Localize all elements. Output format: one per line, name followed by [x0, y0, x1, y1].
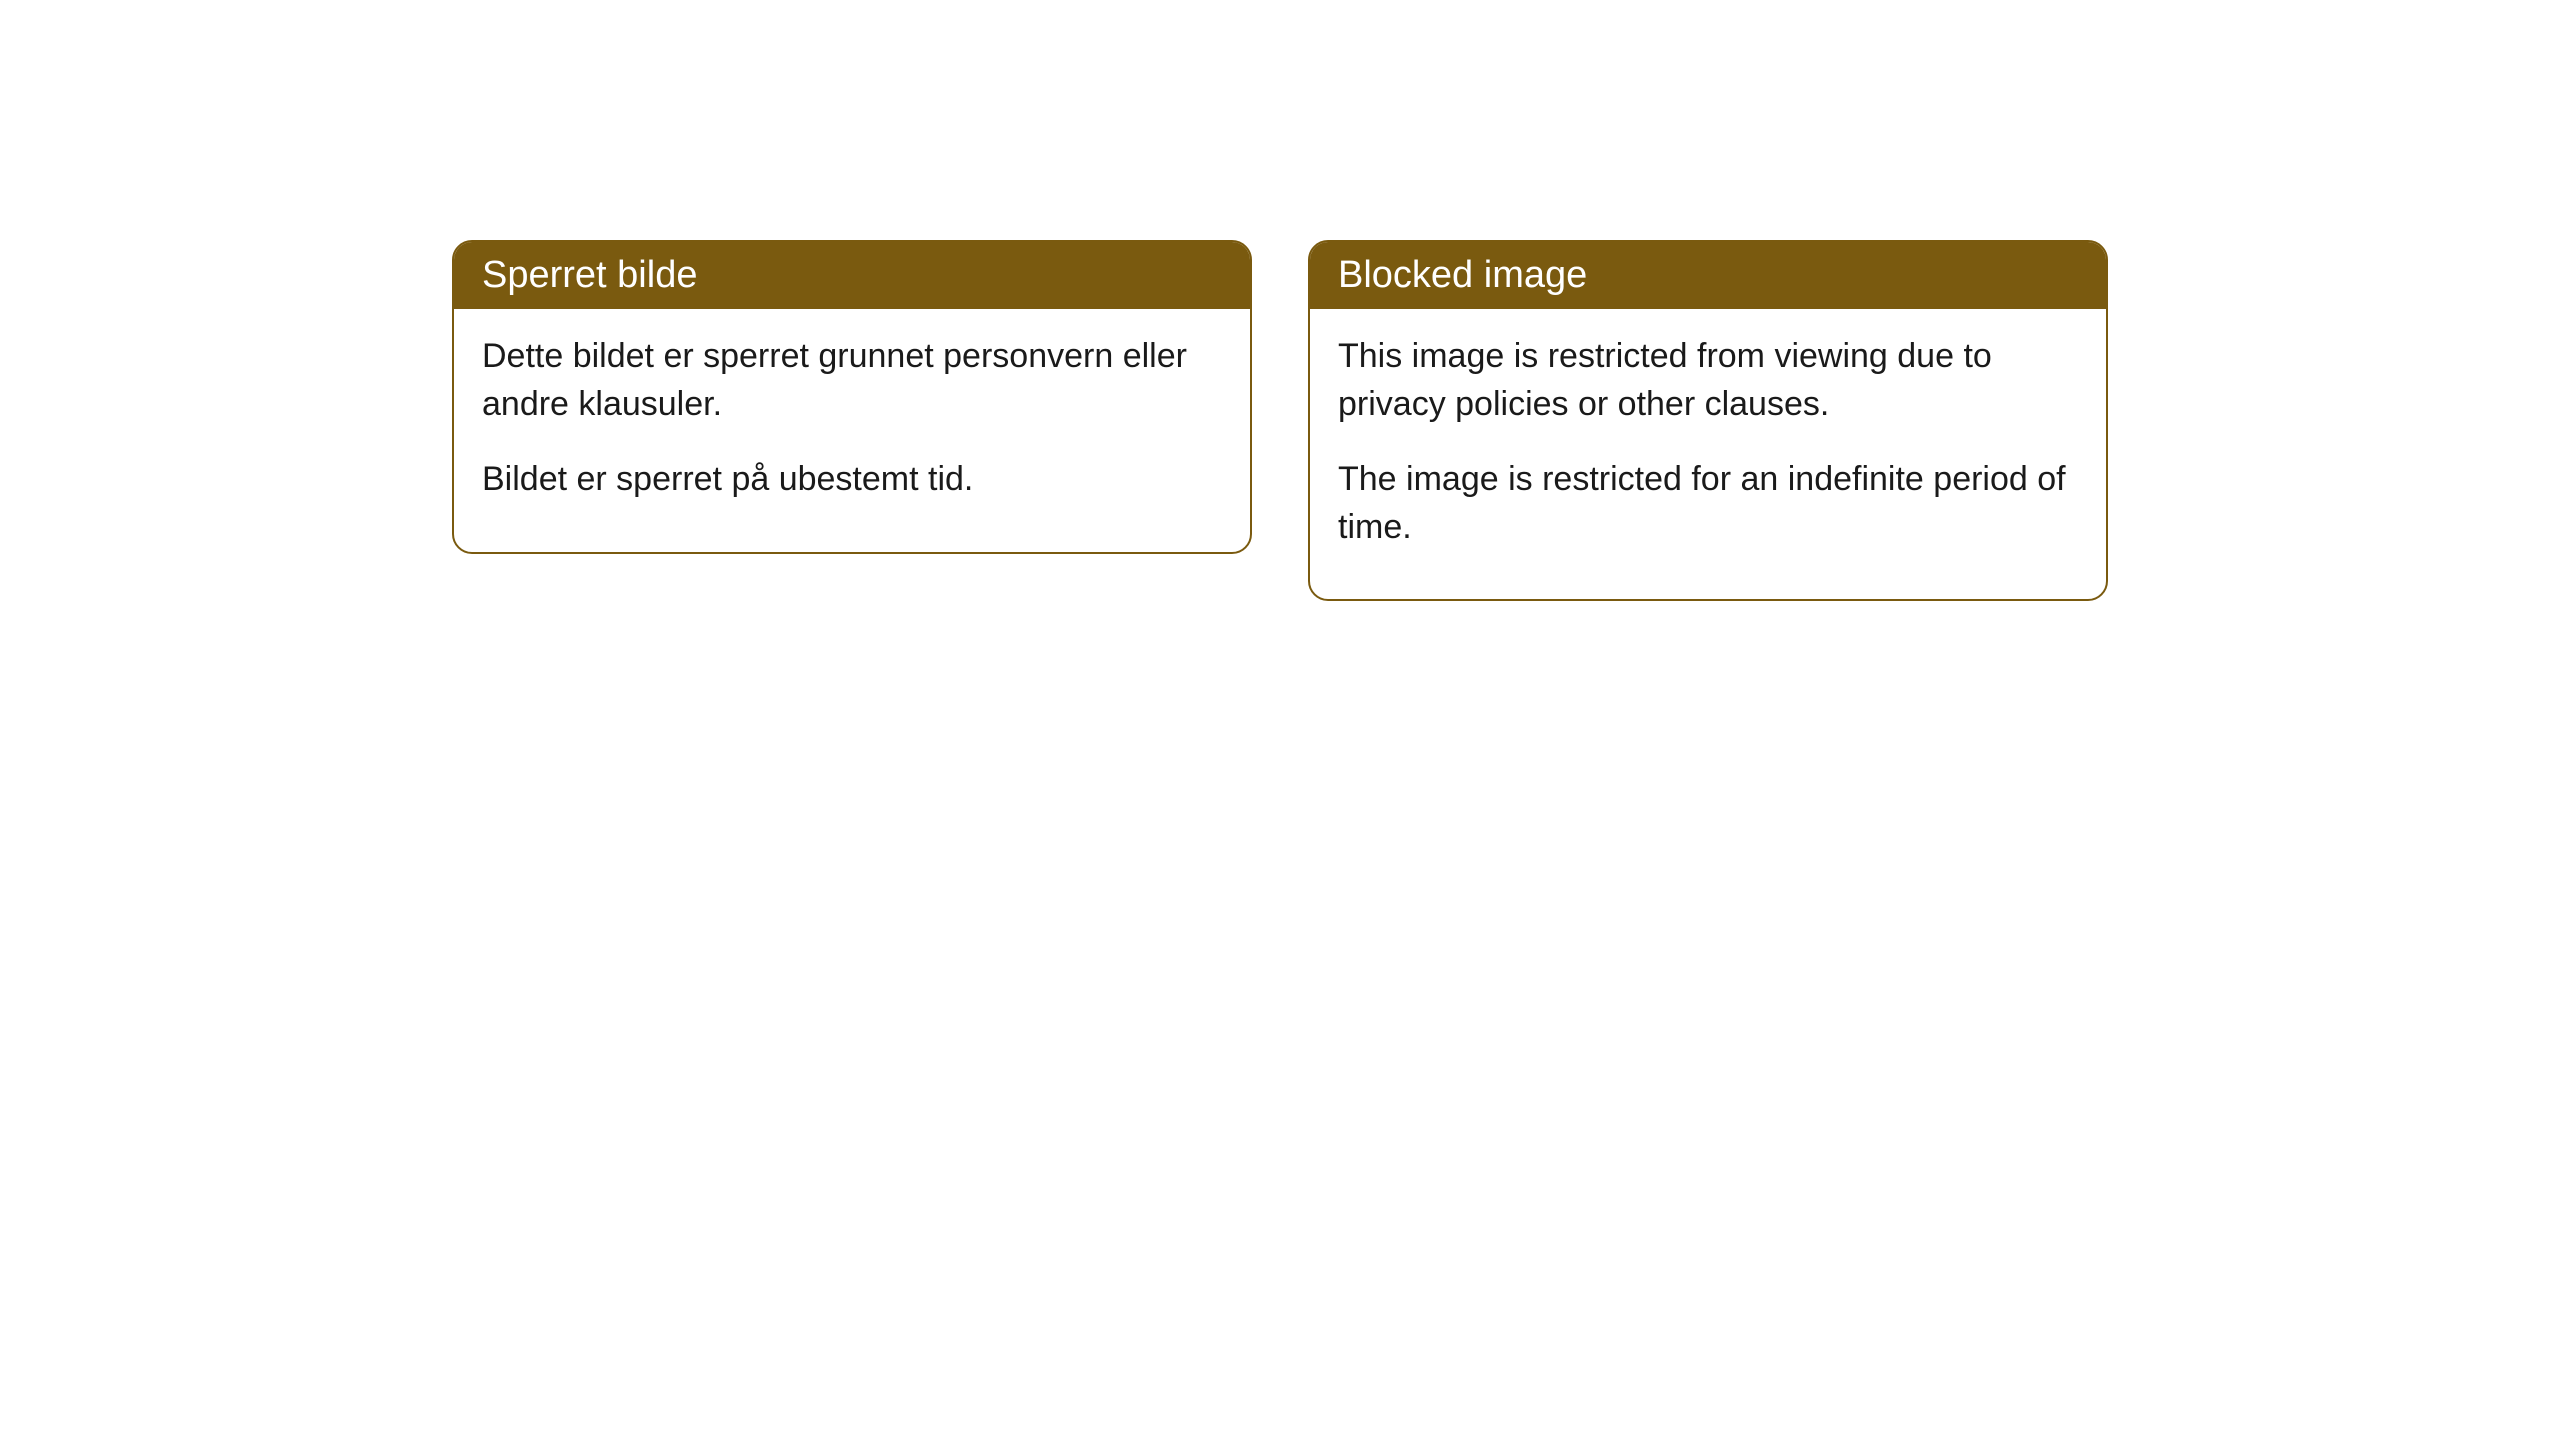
- card-title: Blocked image: [1338, 254, 1587, 296]
- card-header: Sperret bilde: [454, 242, 1250, 309]
- card-body: This image is restricted from viewing du…: [1310, 309, 2106, 599]
- card-paragraph: Dette bildet er sperret grunnet personve…: [482, 333, 1222, 428]
- cards-container: Sperret bilde Dette bildet er sperret gr…: [452, 240, 2108, 1440]
- blocked-image-card-english: Blocked image This image is restricted f…: [1308, 240, 2108, 601]
- card-title: Sperret bilde: [482, 254, 697, 296]
- card-paragraph: Bildet er sperret på ubestemt tid.: [482, 456, 1222, 504]
- card-body: Dette bildet er sperret grunnet personve…: [454, 309, 1250, 552]
- blocked-image-card-norwegian: Sperret bilde Dette bildet er sperret gr…: [452, 240, 1252, 554]
- card-paragraph: The image is restricted for an indefinit…: [1338, 456, 2078, 551]
- card-header: Blocked image: [1310, 242, 2106, 309]
- card-paragraph: This image is restricted from viewing du…: [1338, 333, 2078, 428]
